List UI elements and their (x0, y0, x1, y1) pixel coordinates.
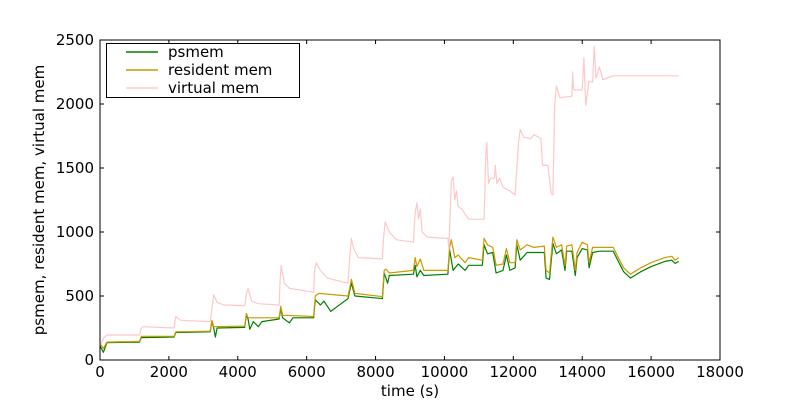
x-tick-label: 2000 (150, 363, 188, 381)
x-axis-label: time (s) (381, 382, 439, 400)
series-line-virtual-mem (99, 45, 679, 347)
legend-label: resident mem (168, 61, 272, 79)
x-tick-label: 10000 (421, 363, 469, 381)
x-tick-label: 0 (95, 363, 105, 381)
axes-frame (99, 39, 721, 361)
x-tick-label: 6000 (288, 363, 326, 381)
x-tick-label: 12000 (489, 363, 537, 381)
ticks-layer: 0 2000 4000 6000 8000 10000 12000 14000 16000 180… (56, 31, 744, 381)
y-tick-label: 500 (65, 287, 94, 305)
y-tick-label: 1000 (56, 223, 94, 241)
x-tick-label: 4000 (219, 363, 257, 381)
y-tick-label: 2000 (56, 95, 94, 113)
y-tick-label: 2500 (56, 31, 94, 49)
legend-label: psmem (168, 43, 224, 61)
x-tick-label: 8000 (356, 363, 394, 381)
series-line-resident-mem (99, 236, 680, 350)
series-layer (99, 45, 680, 353)
x-tick-label: 14000 (558, 363, 606, 381)
x-tick-label: 18000 (696, 363, 744, 381)
legend-label: virtual mem (168, 79, 259, 97)
x-tick-label: 16000 (627, 363, 675, 381)
y-tick-label: 1500 (56, 159, 94, 177)
y-tick-label: 0 (84, 351, 94, 369)
y-axis-label: psmem, resident mem, virtual mem (30, 65, 48, 335)
